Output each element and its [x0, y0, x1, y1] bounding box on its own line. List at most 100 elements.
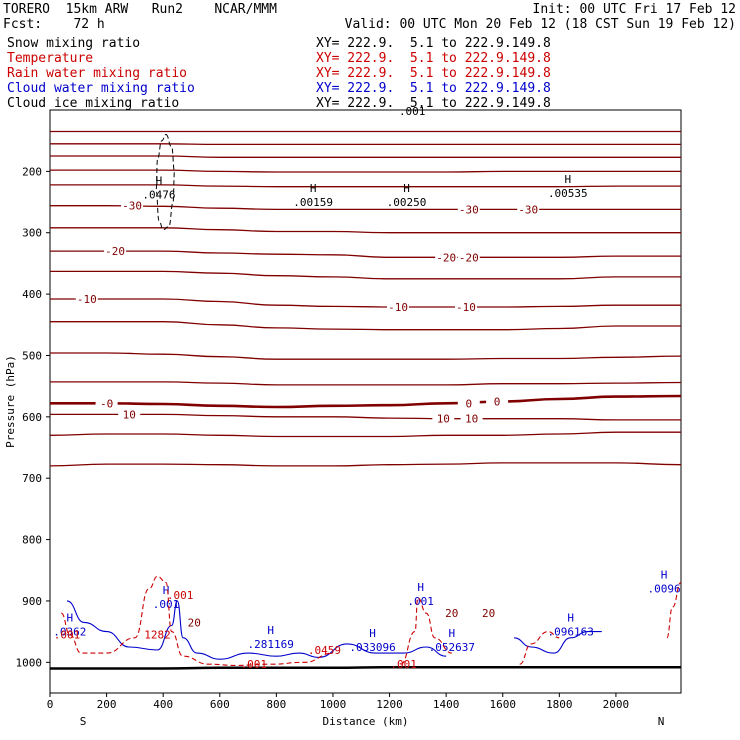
y-tick-label: 300	[22, 227, 42, 240]
legend-xy-4: XY= 222.9. 5.1 to 222.9.149.8	[316, 96, 551, 111]
isotherm-line	[49, 184, 681, 188]
isotherm-label: 10	[123, 408, 136, 421]
cloud-water-max-value: .0362	[53, 626, 86, 639]
header-title: TORERO 15km ARW Run2 NCAR/MMM	[3, 2, 277, 17]
cloud-water-max-value: .0096	[647, 583, 680, 596]
x-tick-label: 800	[266, 698, 286, 711]
legend-label-1: Temperature	[7, 51, 94, 66]
isotherm-label: -10	[77, 293, 97, 306]
isotherm-label: -20	[436, 251, 456, 264]
lower-isotherm-label: 20	[188, 616, 201, 629]
rain-contour	[666, 581, 682, 639]
legend-label-3: Cloud water mixing ratio	[7, 81, 195, 96]
y-axis-label: Pressure (hPa)	[4, 355, 17, 448]
y-tick-label: 800	[22, 534, 42, 547]
isotherm-line	[50, 298, 681, 308]
rain-max-value: .0459	[308, 644, 341, 657]
rain-max-value: .001	[390, 658, 417, 671]
header-valid: Valid: 00 UTC Mon 20 Feb 12 (18 CST Sun …	[344, 17, 736, 32]
y-tick-label: 200	[22, 165, 42, 178]
isotherm-line	[50, 169, 681, 173]
cloud-water-contour	[514, 631, 602, 654]
x-tick-label: 200	[97, 698, 117, 711]
legend-xy-3: XY= 222.9. 5.1 to 222.9.149.8	[316, 81, 551, 96]
cloud-water-max-value: .052637	[429, 641, 475, 654]
x-tick-label: 1200	[376, 698, 403, 711]
y-tick-label: 900	[22, 595, 42, 608]
isotherm-line	[50, 321, 681, 331]
isotherm-label: -30	[122, 200, 142, 213]
x-tick-label: 1800	[546, 698, 573, 711]
isotherm-label-bg	[435, 251, 458, 263]
snow-contour	[155, 134, 175, 231]
rain-max-value: .001	[240, 658, 267, 671]
cloud-water-max-value: .033096	[349, 641, 395, 654]
isotherm-label-bg	[457, 251, 480, 263]
x-tick-label: 1600	[489, 698, 516, 711]
rain-contour	[519, 631, 560, 665]
lower-label-bg	[186, 616, 203, 628]
legend-label-4: Cloud ice mixing ratio	[7, 96, 180, 111]
lower-label-bg	[443, 607, 460, 619]
isotherm-line	[50, 270, 681, 280]
isotherm-line	[49, 413, 681, 421]
header-fcst: Fcst: 72 h	[3, 17, 105, 32]
isotherm-label-bg	[118, 408, 141, 420]
isotherm-line	[49, 205, 681, 211]
cloud-water-max-marker: H	[267, 624, 274, 637]
zero-isotherm-line	[49, 394, 682, 409]
isotherm-label: 0	[465, 397, 472, 410]
legend-xy-0: XY= 222.9. 5.1 to 222.9.149.8	[316, 36, 551, 51]
isotherm-line	[49, 431, 681, 438]
x-tick-label: 2000	[603, 698, 630, 711]
lower-label-bg	[480, 607, 497, 619]
isotherm-label-bg	[121, 199, 144, 211]
x-tick-label: 600	[210, 698, 230, 711]
snow-max-marker: H	[565, 173, 572, 186]
y-tick-label: 500	[22, 349, 42, 362]
x-end-label-south: S	[80, 715, 87, 728]
cloud-water-max-marker: H	[417, 581, 424, 594]
cloud-water-max-value: .281169	[248, 638, 294, 651]
cloud-water-contour	[66, 600, 447, 660]
isotherm-line	[49, 227, 681, 234]
snow-max-value: .00159	[293, 196, 333, 209]
snow-max-marker: H	[403, 182, 410, 195]
isotherm-line	[49, 381, 682, 386]
isotherm-label: -0	[100, 397, 113, 410]
isotherm-label: -10	[456, 301, 476, 314]
x-end-label-north: N	[658, 715, 665, 728]
isotherm-label-bg	[486, 395, 509, 407]
legend-xy-1: XY= 222.9. 5.1 to 222.9.149.8	[316, 51, 551, 66]
isotherm-label: -30	[518, 203, 538, 216]
cloud-water-max-marker: H	[448, 627, 455, 640]
isotherm-label-bg	[387, 300, 410, 312]
isotherm-label-bg	[517, 203, 540, 215]
isotherm-line	[49, 250, 681, 258]
cloud-water-max-marker: H	[661, 569, 668, 582]
snow-max-marker: H	[156, 175, 163, 188]
cloud-water-max-value: .001	[153, 598, 180, 611]
x-tick-label: 0	[47, 698, 54, 711]
snow-max-marker: H	[310, 182, 317, 195]
legend-xy-2: XY= 222.9. 5.1 to 222.9.149.8	[316, 66, 551, 81]
cloud-water-max-value: .096163	[547, 626, 593, 639]
upper-max-value: .001	[399, 105, 426, 118]
isotherm-line	[49, 462, 682, 467]
isotherm-label: -20	[459, 251, 479, 264]
isotherm-label-bg	[432, 412, 455, 424]
cloud-water-max-marker: H	[66, 612, 73, 625]
lower-isotherm-label: 20	[482, 607, 495, 620]
y-tick-label: 600	[22, 411, 42, 424]
rain-max-value: .001	[167, 589, 194, 602]
x-tick-label: 1400	[433, 698, 460, 711]
legend-label-2: Rain water mixing ratio	[7, 66, 188, 81]
isotherm-label: -20	[105, 245, 125, 258]
rain-contour	[61, 575, 334, 666]
isotherm-label-bg	[457, 397, 480, 409]
isotherm-label-bg	[104, 245, 127, 257]
legend-label-0: Snow mixing ratio	[7, 36, 141, 51]
isotherm-label-bg	[454, 300, 477, 312]
isotherm-line	[50, 143, 681, 146]
snow-max-value: .00535	[548, 187, 588, 200]
